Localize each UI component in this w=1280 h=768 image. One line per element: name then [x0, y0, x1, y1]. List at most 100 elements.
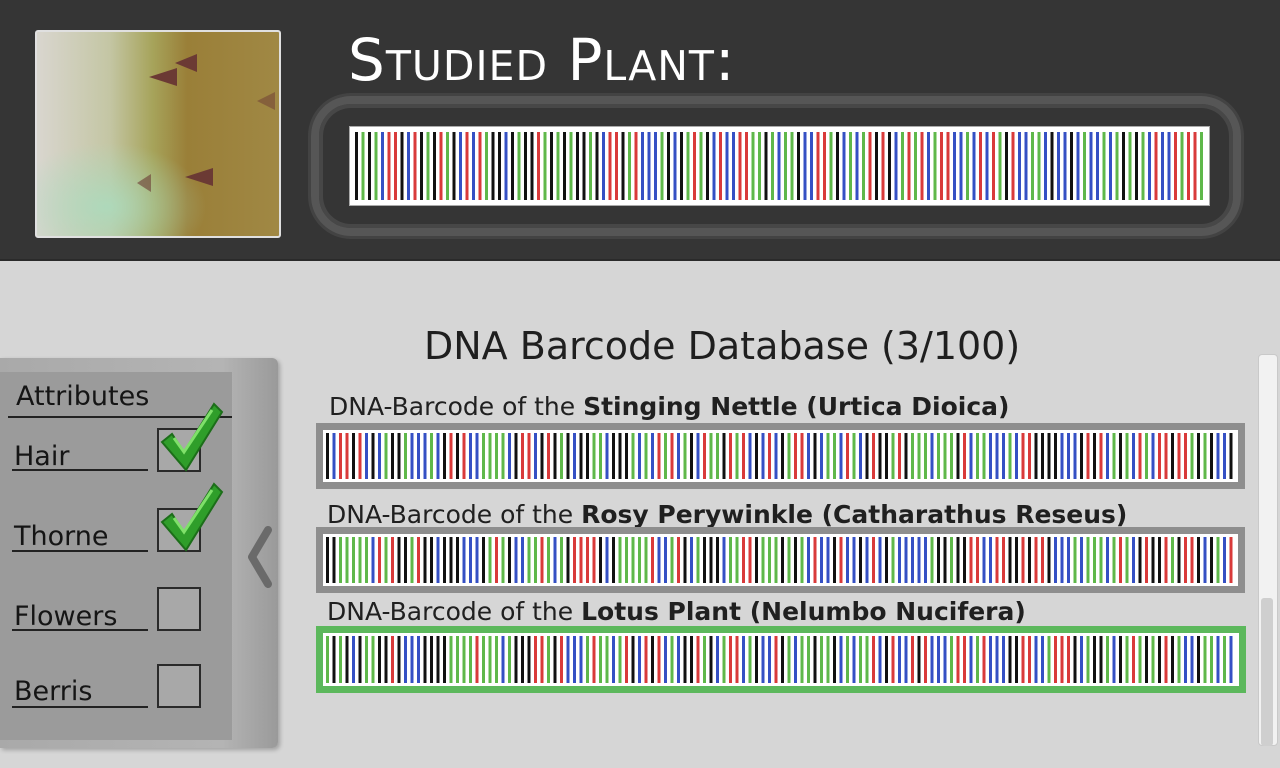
barcode-stripe	[1093, 537, 1096, 583]
barcode-stripe	[881, 132, 885, 200]
entry-prefix: DNA-Barcode of the	[327, 597, 582, 626]
barcode-stripe	[1184, 433, 1187, 479]
barcode-stripe	[1193, 132, 1197, 200]
barcode-stripe	[904, 537, 908, 583]
barcode-stripe	[969, 537, 973, 583]
barcode-stripe	[1180, 132, 1184, 200]
barcode-stripe	[482, 433, 485, 479]
barcode-entry-stinging-nettle[interactable]	[316, 423, 1245, 489]
barcode-entry-lotus-plant[interactable]	[316, 626, 1246, 693]
plant-thumbnail-image[interactable]	[35, 30, 281, 238]
barcode-stripe	[976, 636, 979, 683]
barcode-stripe	[709, 433, 713, 479]
barcode-stripe	[995, 433, 999, 479]
barcode-stripe	[361, 132, 365, 200]
barcode-stripe	[527, 433, 531, 479]
barcode-stripe	[475, 636, 479, 683]
barcode-stripe	[1024, 132, 1028, 200]
barcode-stripe	[1015, 433, 1018, 479]
barcode-stripe	[1093, 433, 1096, 479]
chevron-left-icon[interactable]	[244, 526, 274, 588]
barcode-stripe	[1184, 537, 1187, 583]
barcode-stripe	[1070, 132, 1073, 200]
barcode-stripe	[641, 132, 644, 200]
barcode-stripe	[872, 537, 875, 583]
barcode-stripe	[833, 433, 836, 479]
barcode-stripe	[462, 636, 466, 683]
database-scrollbar-thumb[interactable]	[1261, 598, 1273, 746]
barcode-stripe	[703, 537, 706, 583]
barcode-stripe	[595, 132, 599, 200]
barcode-stripe	[530, 132, 534, 200]
barcode-stripe	[842, 132, 846, 200]
barcode-stripe	[1021, 537, 1025, 583]
barcode-stripe	[956, 433, 960, 479]
barcode-stripe	[475, 537, 479, 583]
barcode-stripes	[326, 537, 1233, 583]
barcode-stripe	[345, 433, 349, 479]
studied-plant-barcode[interactable]	[349, 126, 1210, 206]
barcode-stripe	[501, 537, 505, 583]
barcode-stripe	[1041, 537, 1044, 583]
barcode-stripe	[1197, 636, 1200, 683]
barcode-stripe	[1028, 537, 1031, 583]
barcode-stripe	[420, 132, 423, 200]
barcode-stripe	[430, 537, 433, 583]
barcode-stripe	[657, 537, 661, 583]
barcode-stripe	[540, 537, 544, 583]
barcode-stripe	[582, 132, 586, 200]
barcode-stripe	[368, 132, 371, 200]
barcode-stripe	[677, 636, 680, 683]
barcode-stripe	[384, 636, 388, 683]
barcode-entry-rosy-perywinkle[interactable]	[316, 527, 1245, 593]
barcode-stripe	[959, 132, 963, 200]
barcode-stripe	[608, 132, 612, 200]
barcode-stripe	[1197, 537, 1200, 583]
barcode-stripe	[807, 433, 810, 479]
barcode-stripe	[586, 636, 589, 683]
barcode-stripe	[446, 132, 449, 200]
barcode-stripe	[365, 433, 368, 479]
barcode-stripe	[946, 132, 950, 200]
barcode-stripe	[1203, 537, 1207, 583]
barcode-stripe	[566, 433, 570, 479]
barcode-stripe	[384, 537, 388, 583]
barcode-stripe	[690, 537, 693, 583]
barcode-stripe	[852, 537, 856, 583]
barcode-stripe	[371, 537, 375, 583]
barcode-stripe	[725, 132, 729, 200]
barcode-stripe	[872, 636, 875, 683]
barcode-stripe	[508, 636, 511, 683]
barcode-stripe	[680, 132, 683, 200]
barcode-stripe	[865, 636, 869, 683]
attribute-checkbox-flowers[interactable]	[157, 587, 201, 631]
barcode-stripe	[1076, 132, 1080, 200]
barcode-stripe	[462, 537, 466, 583]
barcode-stripe	[514, 537, 518, 583]
barcode-stripe	[430, 433, 433, 479]
barcode-stripe	[709, 537, 713, 583]
barcode-stripe	[878, 433, 882, 479]
barcode-stripe	[456, 433, 459, 479]
barcode-stripe	[865, 537, 869, 583]
attribute-checkbox-berris[interactable]	[157, 664, 201, 708]
barcode-stripe	[742, 433, 745, 479]
barcode-stripe	[1021, 433, 1025, 479]
barcode-stripe	[599, 537, 602, 583]
barcode-stripe	[826, 636, 830, 683]
barcode-stripe	[1171, 537, 1174, 583]
barcode-stripe	[768, 537, 771, 583]
barcode-stripe	[1145, 537, 1148, 583]
barcode-stripe	[654, 132, 657, 200]
barcode-stripe	[579, 537, 583, 583]
barcode-stripe	[638, 433, 641, 479]
barcode-stripe	[631, 537, 635, 583]
barcode-stripe	[940, 132, 943, 200]
barcode-stripe	[748, 537, 752, 583]
barcode-stripe	[813, 433, 817, 479]
barcode-stripe	[969, 636, 973, 683]
attribute-underline	[12, 706, 148, 708]
barcode-stripe	[761, 433, 765, 479]
barcode-stripe	[1164, 537, 1168, 583]
barcode-stripe	[1145, 636, 1148, 683]
